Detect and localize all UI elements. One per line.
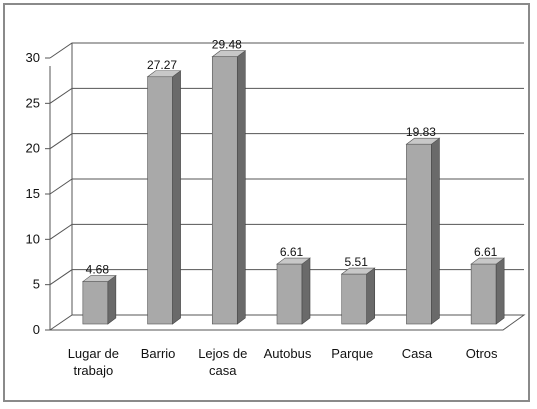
value-label: 4.68 <box>86 263 110 277</box>
bar-top <box>276 257 311 265</box>
y-axis-ticks: 0 5 10 15 20 25 30 <box>26 50 50 337</box>
bar-side <box>495 257 505 325</box>
category-label: Lejos de <box>198 346 247 361</box>
gridline <box>49 223 524 240</box>
y-tick-label: 10 <box>26 231 40 246</box>
category-label: Lugar de <box>68 346 119 361</box>
bar <box>405 137 441 325</box>
bar-front <box>341 273 368 325</box>
bar-top <box>405 137 441 145</box>
bar-side <box>301 257 311 325</box>
value-label: 27.27 <box>147 58 177 72</box>
bar-front <box>147 76 173 325</box>
value-label: 19.83 <box>406 125 436 139</box>
category-label: trabajo <box>73 363 113 378</box>
bar-front <box>470 263 497 325</box>
gridline <box>49 178 524 195</box>
bar-front <box>82 281 109 325</box>
y-tick-label: 20 <box>26 141 40 156</box>
x-axis-categories: Lugar de trabajo Barrio Lejos de casa Autobus… <box>68 346 498 378</box>
value-label: 6.61 <box>280 245 304 259</box>
bar <box>211 50 247 325</box>
gridline <box>49 133 524 150</box>
bar-side <box>236 50 246 325</box>
y-tick-label: 30 <box>26 50 40 65</box>
bar-top <box>146 70 182 78</box>
value-labels: 4.68 27.27 29.48 6.61 5.51 19.83 6.61 <box>86 38 498 277</box>
y-tick-label: 5 <box>33 277 40 292</box>
y-tick-label: 15 <box>26 186 40 201</box>
bar <box>81 274 117 325</box>
category-label: Casa <box>402 346 433 361</box>
bar-top <box>211 50 247 58</box>
chart-frame <box>3 3 530 402</box>
category-label: casa <box>209 363 237 378</box>
value-label: 6.61 <box>474 245 498 259</box>
bar-side <box>107 274 117 325</box>
y-tick-label: 25 <box>26 95 40 110</box>
bar-top <box>470 257 506 265</box>
bar-top <box>340 267 376 275</box>
bar-front <box>406 143 432 325</box>
bar <box>340 267 376 325</box>
bar-side <box>172 70 181 325</box>
gridline <box>49 42 524 59</box>
category-label: Parque <box>331 346 373 361</box>
value-label: 5.51 <box>345 255 369 269</box>
category-label: Barrio <box>141 346 176 361</box>
bar-front <box>276 263 303 325</box>
bar-front <box>211 56 238 325</box>
category-label: Otros <box>466 346 498 361</box>
category-label: Autobus <box>264 346 312 361</box>
value-label: 29.48 <box>212 38 242 52</box>
bar-side <box>366 267 376 325</box>
bar-top <box>81 275 117 282</box>
bar-side <box>431 137 440 325</box>
bar <box>146 70 182 325</box>
gridline <box>49 87 524 104</box>
bar <box>276 257 311 325</box>
bars <box>81 50 506 325</box>
y-tick-label: 0 <box>33 322 40 337</box>
bar <box>470 257 506 325</box>
